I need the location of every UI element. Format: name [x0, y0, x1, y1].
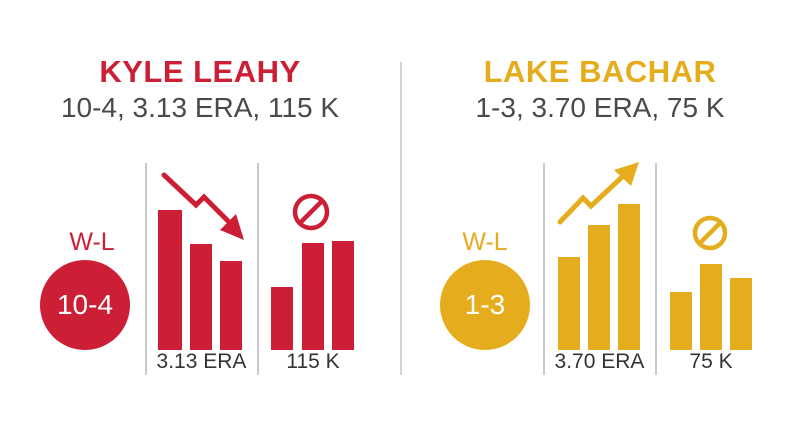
- center-divider: [400, 62, 402, 375]
- k-bar: [700, 264, 722, 350]
- record-circle: 10-4: [40, 260, 130, 350]
- wl-label: W-L: [462, 228, 508, 256]
- prohibited-icon: [292, 193, 330, 231]
- player-panel-kyle-leahy: KYLE LEAHY 10-4, 3.13 ERA, 115 K W-L 10-…: [40, 54, 354, 375]
- k-bar: [332, 241, 354, 350]
- player-name: KYLE LEAHY: [99, 54, 301, 89]
- record-value: 10-4: [56, 289, 114, 320]
- era-caption: 3.13 ERA: [156, 350, 247, 373]
- era-bar: [558, 257, 580, 350]
- k-caption: 115 K: [286, 350, 340, 373]
- k-bar: [730, 278, 752, 350]
- record-value: 1-3: [464, 289, 506, 320]
- trend-down-arrow-icon: [161, 172, 244, 240]
- record-circle: 1-3: [440, 260, 530, 350]
- stat-line: 1-3, 3.70 ERA, 75 K: [475, 92, 725, 123]
- k-caption: 75 K: [689, 350, 733, 373]
- era-bar: [618, 204, 640, 350]
- player-name: LAKE BACHAR: [483, 54, 717, 89]
- era-bar: [220, 261, 242, 350]
- k-bar: [670, 292, 692, 350]
- era-bar: [158, 210, 182, 350]
- era-bar: [190, 244, 212, 350]
- k-bar: [302, 243, 324, 350]
- k-bar: [271, 287, 293, 350]
- era-caption: 3.70 ERA: [554, 350, 645, 373]
- divider-line: [655, 163, 657, 375]
- divider-line: [145, 163, 147, 375]
- trend-up-arrow-icon: [557, 162, 639, 225]
- era-bar: [588, 225, 610, 350]
- prohibited-icon: [692, 215, 728, 251]
- stat-line: 10-4, 3.13 ERA, 115 K: [60, 92, 340, 123]
- divider-line: [543, 163, 545, 375]
- divider-line: [257, 163, 259, 375]
- player-panel-lake-bachar: LAKE BACHAR 1-3, 3.70 ERA, 75 K W-L 1-3 …: [400, 0, 800, 447]
- wl-label: W-L: [69, 228, 115, 256]
